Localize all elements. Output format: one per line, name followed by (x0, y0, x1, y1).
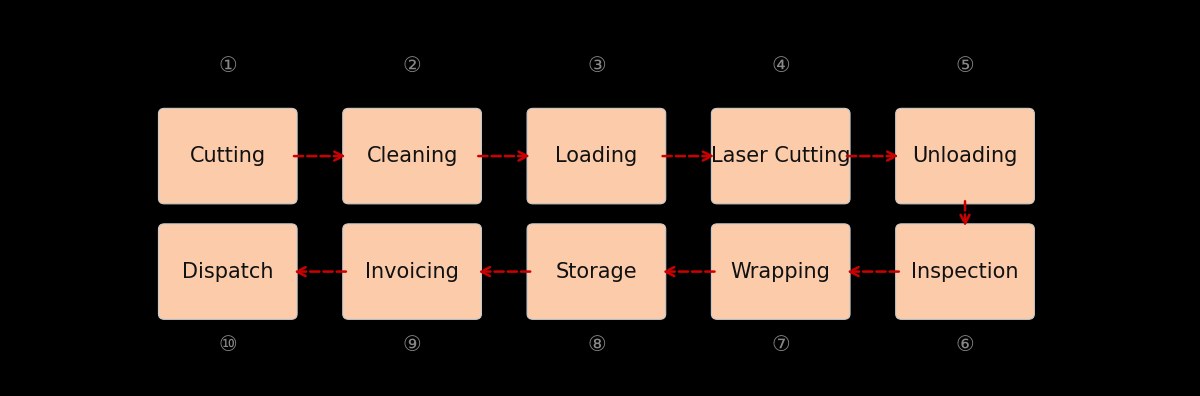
Text: ②: ② (403, 56, 421, 76)
FancyBboxPatch shape (527, 224, 666, 319)
Text: Cutting: Cutting (190, 146, 266, 166)
FancyBboxPatch shape (895, 109, 1034, 204)
FancyBboxPatch shape (712, 224, 850, 319)
Text: ⑦: ⑦ (772, 335, 790, 355)
FancyBboxPatch shape (343, 224, 481, 319)
Text: Unloading: Unloading (912, 146, 1018, 166)
FancyBboxPatch shape (343, 109, 481, 204)
Text: Inspection: Inspection (911, 262, 1019, 282)
FancyBboxPatch shape (527, 109, 666, 204)
Text: Loading: Loading (556, 146, 637, 166)
Text: Dispatch: Dispatch (182, 262, 274, 282)
Text: ③: ③ (587, 56, 606, 76)
FancyBboxPatch shape (895, 224, 1034, 319)
Text: Invoicing: Invoicing (365, 262, 460, 282)
Text: ⑧: ⑧ (587, 335, 606, 355)
FancyBboxPatch shape (158, 224, 298, 319)
Text: ⑩: ⑩ (218, 335, 238, 355)
Text: ⑨: ⑨ (403, 335, 421, 355)
FancyBboxPatch shape (158, 109, 298, 204)
Text: ①: ① (218, 56, 238, 76)
Text: Cleaning: Cleaning (366, 146, 457, 166)
Text: ④: ④ (772, 56, 790, 76)
Text: Storage: Storage (556, 262, 637, 282)
Text: Wrapping: Wrapping (731, 262, 830, 282)
Text: ⑥: ⑥ (955, 335, 974, 355)
Text: ⑤: ⑤ (955, 56, 974, 76)
FancyBboxPatch shape (712, 109, 850, 204)
Text: Laser Cutting: Laser Cutting (710, 146, 851, 166)
